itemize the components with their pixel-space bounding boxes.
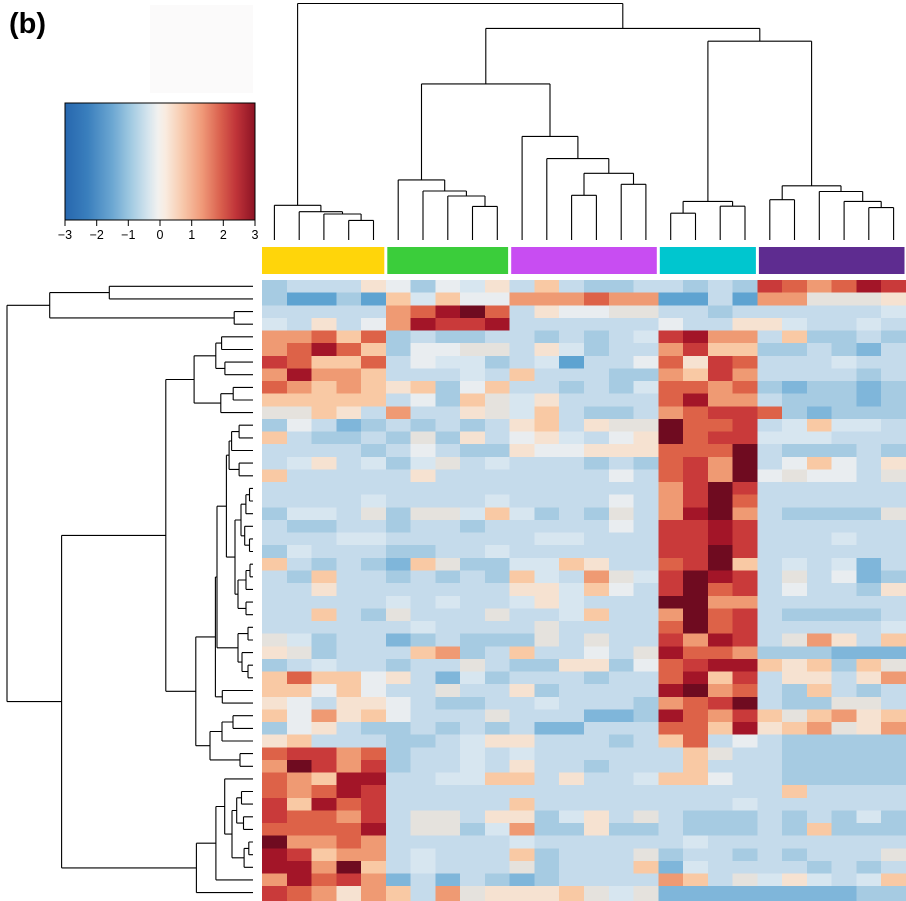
svg-text:−2: −2 bbox=[90, 228, 104, 242]
svg-text:0: 0 bbox=[157, 228, 164, 242]
svg-text:2: 2 bbox=[220, 228, 227, 242]
svg-text:3: 3 bbox=[252, 228, 259, 242]
svg-text:1: 1 bbox=[188, 228, 195, 242]
svg-text:−3: −3 bbox=[58, 228, 72, 242]
svg-text:−1: −1 bbox=[121, 228, 135, 242]
svg-text:(b): (b) bbox=[9, 8, 46, 40]
